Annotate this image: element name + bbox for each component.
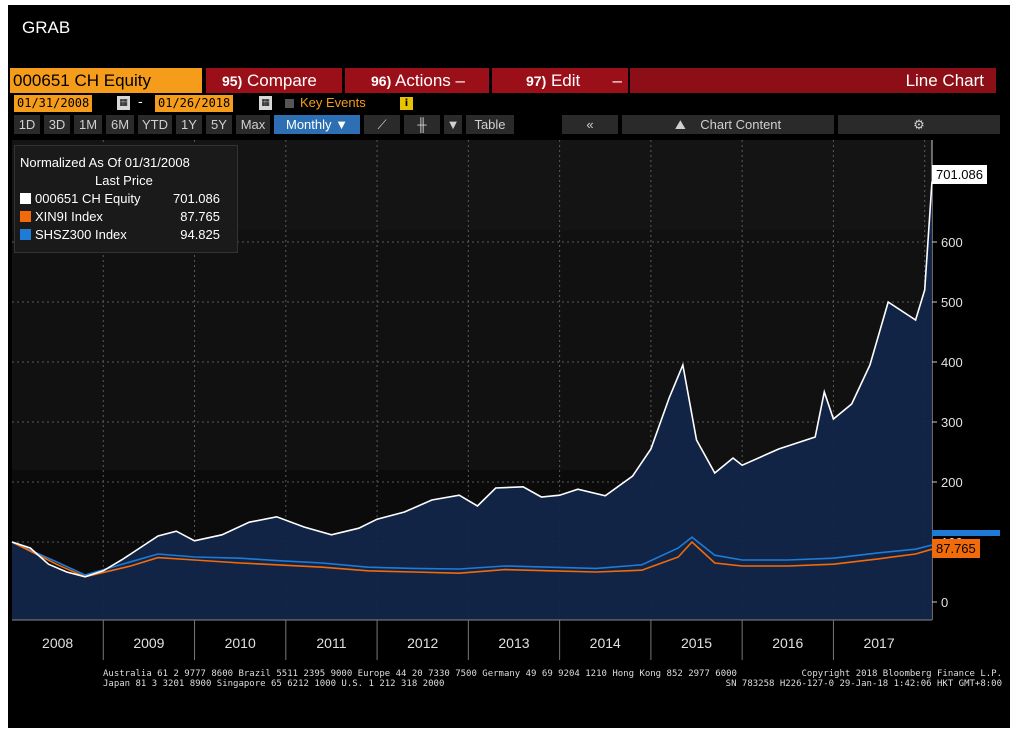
edit-label: Edit bbox=[550, 71, 581, 90]
compare-label: Compare bbox=[246, 71, 317, 90]
x-tick-label: 2016 bbox=[772, 635, 803, 651]
ohlc-icon[interactable]: ╫ bbox=[404, 115, 440, 134]
series-line-000651 bbox=[11, 181, 933, 578]
app-title: GRAB bbox=[22, 18, 71, 37]
chevron-down-icon: – bbox=[612, 71, 622, 90]
legend-item-name: SHSZ300 Index bbox=[35, 227, 127, 242]
series-line-xin9i bbox=[11, 540, 933, 578]
legend-item-name: XIN9I Index bbox=[35, 209, 103, 224]
table-button[interactable]: Table bbox=[466, 115, 514, 134]
y-tick-label: 500 bbox=[941, 295, 963, 310]
period-ytd-button[interactable]: YTD bbox=[138, 115, 172, 134]
compare-number: 95) bbox=[222, 73, 243, 89]
chart-type-label: Line Chart bbox=[630, 68, 996, 93]
collapse-icon[interactable]: « bbox=[562, 115, 618, 134]
key-events-label: Key Events bbox=[300, 95, 366, 110]
line-chart: 0100200300400500600200820092010201120122… bbox=[11, 140, 1010, 665]
ticker-field[interactable]: 000651 CH Equity bbox=[10, 68, 202, 93]
actions-number: 96) bbox=[371, 73, 392, 89]
calendar-icon[interactable]: ▦ bbox=[117, 96, 130, 110]
command-bar: 000651 CH Equity 95) Compare 96) Actions… bbox=[10, 68, 996, 93]
legend-item-value: 87.765 bbox=[180, 209, 220, 224]
footer-copyright: Copyright 2018 Bloomberg Finance L.P. bbox=[801, 669, 1002, 679]
legend-header: Normalized As Of 01/31/2008 bbox=[20, 155, 190, 170]
y-tick-label: 400 bbox=[941, 355, 963, 370]
x-tick-label: 2009 bbox=[133, 635, 164, 651]
y-tick-label: 200 bbox=[941, 475, 963, 490]
edit-number: 97) bbox=[526, 73, 547, 89]
x-tick-label: 2010 bbox=[225, 635, 256, 651]
x-tick-label: 2015 bbox=[681, 635, 712, 651]
period-5y-button[interactable]: 5Y bbox=[206, 115, 232, 134]
legend-swatch bbox=[20, 193, 31, 204]
calendar-icon[interactable]: ▦ bbox=[259, 96, 272, 110]
x-tick-label: 2008 bbox=[42, 635, 73, 651]
footer-contacts-line1: Australia 61 2 9777 8600 Brazil 5511 239… bbox=[103, 669, 737, 679]
x-tick-label: 2014 bbox=[590, 635, 621, 651]
series-area-000651 bbox=[12, 181, 932, 620]
x-tick-label: 2011 bbox=[316, 635, 346, 651]
series-line-shsz300 bbox=[11, 536, 933, 576]
legend-subheader: Last Price bbox=[95, 173, 153, 188]
period-1m-button[interactable]: 1M bbox=[74, 115, 102, 134]
key-events-checkbox[interactable] bbox=[285, 99, 294, 108]
period-1d-button[interactable]: 1D bbox=[14, 115, 40, 134]
legend-item-name: 000651 CH Equity bbox=[35, 191, 141, 206]
period-max-button[interactable]: Max bbox=[236, 115, 270, 134]
chart-content-button[interactable]: ⛰ Chart Content bbox=[622, 115, 834, 134]
legend-item-value: 701.086 bbox=[173, 191, 220, 206]
legend-swatch bbox=[20, 229, 31, 240]
footer-contacts-line2: Japan 81 3 3201 8900 Singapore 65 6212 1… bbox=[103, 679, 445, 689]
x-tick-label: 2013 bbox=[498, 635, 529, 651]
period-1y-button[interactable]: 1Y bbox=[176, 115, 202, 134]
actions-label: Actions bbox=[395, 71, 451, 90]
legend-swatch bbox=[20, 211, 31, 222]
chart-content-icon: ⛰ bbox=[674, 117, 686, 132]
gear-icon[interactable]: ⚙ bbox=[838, 115, 1000, 134]
legend-item-value: 94.825 bbox=[180, 227, 220, 242]
edit-button[interactable]: 97) Edit – bbox=[492, 68, 628, 93]
y-tick-label: 0 bbox=[941, 595, 948, 610]
actions-button[interactable]: 96) Actions – bbox=[345, 68, 489, 93]
period-6m-button[interactable]: 6M bbox=[106, 115, 134, 134]
frequency-dropdown[interactable]: Monthly ▼ bbox=[274, 115, 360, 134]
y-tick-label: 300 bbox=[941, 415, 963, 430]
chevron-down-icon[interactable]: ▼ bbox=[444, 115, 462, 134]
end-date-field[interactable]: 01/26/2018 bbox=[155, 95, 234, 112]
date-separator: - bbox=[138, 95, 143, 110]
chart-legend: Normalized As Of 01/31/2008 Last Price 0… bbox=[14, 145, 238, 253]
legend-item: 000651 CH Equity 701.086 bbox=[20, 190, 230, 207]
date-range-bar: 01/31/2008 ▦ - 01/26/2018 ▦ Key Events i bbox=[10, 93, 510, 113]
period-toolbar: 1D 3D 1M 6M YTD 1Y 5Y Max Monthly ▼ ⟋ ╫ … bbox=[10, 115, 1000, 134]
x-tick-label: 2017 bbox=[863, 635, 894, 651]
chart-content-label: Chart Content bbox=[700, 117, 782, 132]
last-price-tag-main: 701.086 bbox=[932, 165, 987, 184]
last-price-tag-shsz300 bbox=[932, 530, 1000, 536]
chevron-down-icon: – bbox=[455, 71, 465, 90]
legend-item: SHSZ300 Index 94.825 bbox=[20, 226, 230, 243]
start-date-field[interactable]: 01/31/2008 bbox=[14, 95, 93, 112]
line-chart-icon[interactable]: ⟋ bbox=[364, 115, 400, 134]
x-axis-band bbox=[12, 620, 1010, 665]
footer-session-info: SN 783258 H226-127-0 29-Jan-18 1:42:06 H… bbox=[725, 679, 1002, 689]
plot-band bbox=[12, 230, 932, 470]
x-tick-label: 2012 bbox=[407, 635, 438, 651]
last-price-tag-xin9i: 87.765 bbox=[932, 539, 980, 558]
y-tick-label: 600 bbox=[941, 235, 963, 250]
compare-button[interactable]: 95) Compare bbox=[206, 68, 342, 93]
period-3d-button[interactable]: 3D bbox=[44, 115, 70, 134]
bloomberg-terminal-window: GRAB 000651 CH Equity 95) Compare 96) Ac… bbox=[8, 5, 1010, 728]
legend-item: XIN9I Index 87.765 bbox=[20, 208, 230, 225]
info-icon[interactable]: i bbox=[400, 97, 413, 110]
